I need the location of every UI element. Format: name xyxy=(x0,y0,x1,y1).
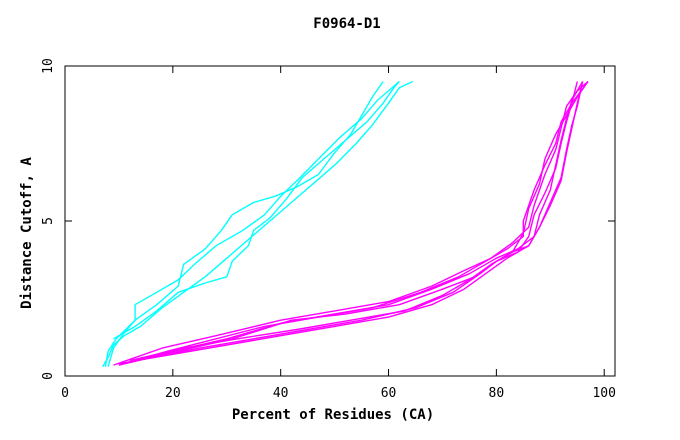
y-tick-label: 0 xyxy=(41,372,56,380)
x-tick-label: 0 xyxy=(61,386,69,401)
x-tick-label: 80 xyxy=(489,386,505,401)
x-tick-label: 100 xyxy=(592,386,615,401)
series-line-magenta-1 xyxy=(118,81,584,366)
y-tick-label: 10 xyxy=(41,58,56,74)
x-axis-label: Percent of Residues (CA) xyxy=(232,407,434,423)
series-line-cyan-4 xyxy=(113,81,400,340)
y-tick-label: 5 xyxy=(41,217,56,225)
series-line-cyan-3 xyxy=(107,81,384,367)
series-line-magenta-5 xyxy=(118,81,584,365)
y-axis-label: Distance Cutoff, A xyxy=(19,157,35,309)
x-tick-label: 40 xyxy=(273,386,289,401)
x-tick-label: 60 xyxy=(381,386,397,401)
axes-layer: 0 20 40 60 80 100 0 5 10 xyxy=(41,58,616,401)
series-layer xyxy=(102,80,589,368)
x-tick-label: 20 xyxy=(165,386,181,401)
series-line-magenta-6 xyxy=(129,81,589,362)
series-line-cyan-2 xyxy=(104,80,400,367)
series-line-cyan-1 xyxy=(102,80,414,368)
series-line-magenta-7 xyxy=(124,81,578,365)
chart-title: F0964-D1 xyxy=(313,16,380,32)
